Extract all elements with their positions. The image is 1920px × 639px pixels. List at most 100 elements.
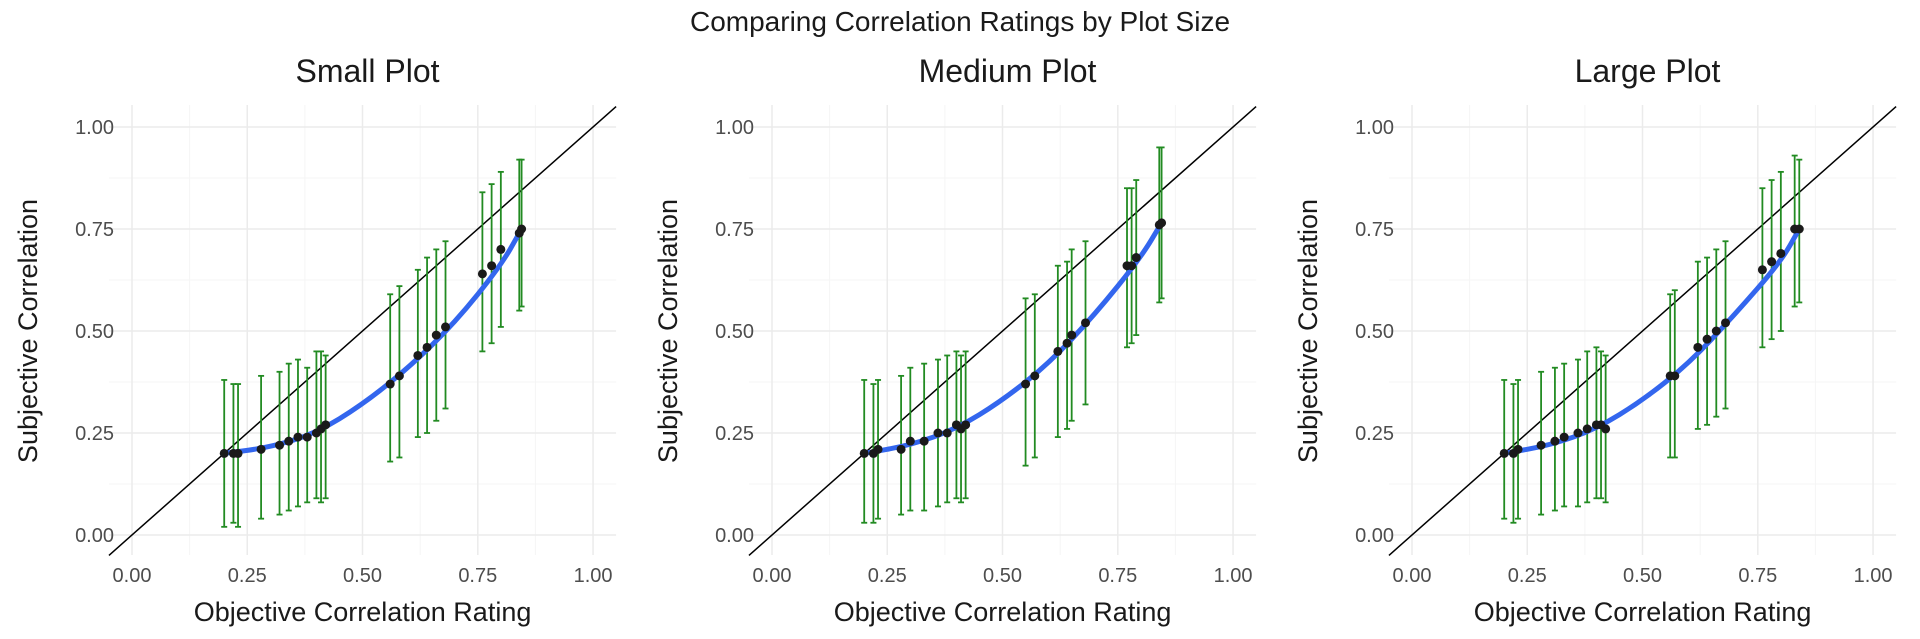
data-point: [1776, 248, 1786, 258]
data-point: [859, 448, 869, 458]
data-point: [1513, 444, 1523, 454]
panel-3: Large Plot 0.00 0.25 0.50 0.75 1.00 0.00 0.25 0.…: [1293, 53, 1897, 627]
y-tick-label: 0.75: [1355, 219, 1394, 241]
data-point: [1021, 379, 1031, 389]
x-tick-label: 0.50: [343, 565, 382, 587]
data-point: [1757, 265, 1767, 275]
data-point: [275, 440, 285, 450]
y-tick-label: 0.00: [715, 525, 754, 547]
data-point: [293, 432, 303, 442]
x-tick-label: 0.75: [1738, 565, 1777, 587]
smooth-line: [861, 220, 1165, 456]
x-tick-label: 0.50: [983, 565, 1022, 587]
y-tick-label: 1.00: [1355, 117, 1394, 139]
x-tick-label: 1.00: [574, 565, 613, 587]
x-tick-label: 0.25: [868, 565, 907, 587]
panel-title: Small Plot: [295, 53, 439, 89]
data-point: [284, 436, 294, 446]
figure-title: Comparing Correlation Ratings by Plot Si…: [689, 6, 1231, 37]
data-point: [1157, 218, 1167, 228]
data-point: [219, 448, 229, 458]
y-tick-label: 0.00: [1355, 525, 1394, 547]
data-point: [477, 269, 487, 279]
y-tick-label: 0.50: [715, 321, 754, 343]
data-point: [1601, 424, 1611, 434]
data-point: [1711, 326, 1721, 336]
data-point: [1582, 424, 1592, 434]
data-point: [1693, 342, 1703, 352]
x-tick-label: 0.00: [753, 565, 792, 587]
data-point: [487, 261, 497, 271]
data-point: [933, 428, 943, 438]
smooth-line: [1501, 226, 1802, 456]
data-point: [919, 436, 929, 446]
x-tick-label: 0.75: [458, 565, 497, 587]
data-point: [1794, 224, 1804, 234]
identity-line: [748, 106, 1257, 556]
x-tick-label: 0.25: [1508, 565, 1547, 587]
x-tick-label: 0.50: [1623, 565, 1662, 587]
y-tick-label: 1.00: [715, 117, 754, 139]
x-tick-label: 1.00: [1854, 565, 1893, 587]
y-tick-label: 0.50: [75, 321, 114, 343]
data-point: [496, 244, 506, 254]
data-point: [302, 432, 312, 442]
data-point: [394, 371, 404, 381]
panel-1: Small Plot 0.00 0.25 0.50 0.75 1.00 0.00 0.25 0.…: [13, 53, 617, 627]
data-point: [441, 322, 451, 332]
data-point: [1030, 371, 1040, 381]
data-point: [1053, 346, 1063, 356]
x-tick-label: 0.25: [228, 565, 267, 587]
y-tick-label: 0.75: [75, 219, 114, 241]
x-tick-label: 0.75: [1098, 565, 1137, 587]
data-point: [1721, 318, 1731, 328]
data-point: [321, 420, 331, 430]
data-point: [1067, 330, 1077, 340]
data-point: [1062, 338, 1072, 348]
y-tick-label: 1.00: [75, 117, 114, 139]
x-tick-label: 0.00: [1393, 565, 1432, 587]
y-tick-label: 0.25: [75, 423, 114, 445]
data-point: [256, 444, 266, 454]
panel-2: Medium Plot 0.00 0.25 0.50 0.75 1.00 0.00 0.25 0…: [653, 53, 1257, 627]
y-axis-label: Subjective Correlation: [13, 199, 43, 463]
data-point: [1081, 318, 1091, 328]
data-point: [517, 224, 527, 234]
x-axis-label: Objective Correlation Rating: [194, 597, 532, 627]
data-point: [873, 444, 883, 454]
data-point: [1767, 257, 1777, 267]
data-point: [896, 444, 906, 454]
x-tick-label: 0.00: [113, 565, 152, 587]
data-point: [1550, 436, 1560, 446]
data-point: [422, 342, 432, 352]
panel-title: Medium Plot: [919, 53, 1097, 89]
data-point: [1573, 428, 1583, 438]
panel-title: Large Plot: [1575, 53, 1721, 89]
data-point: [385, 379, 395, 389]
data-point: [1536, 440, 1546, 450]
y-axis-label: Subjective Correlation: [1293, 199, 1323, 463]
x-axis-label: Objective Correlation Rating: [834, 597, 1172, 627]
data-point: [431, 330, 441, 340]
data-point: [1702, 334, 1712, 344]
data-point: [905, 436, 915, 446]
data-point: [1131, 253, 1141, 263]
data-point: [1670, 371, 1680, 381]
y-tick-label: 0.50: [1355, 321, 1394, 343]
data-point: [1499, 448, 1509, 458]
x-axis-label: Objective Correlation Rating: [1474, 597, 1812, 627]
smooth-line: [221, 226, 525, 456]
data-point: [961, 420, 971, 430]
data-point: [942, 428, 952, 438]
data-point: [1127, 261, 1137, 271]
y-tick-label: 0.75: [715, 219, 754, 241]
x-tick-label: 1.00: [1214, 565, 1253, 587]
y-tick-label: 0.25: [715, 423, 754, 445]
data-point: [233, 448, 243, 458]
y-axis-label: Subjective Correlation: [653, 199, 683, 463]
data-point: [1559, 432, 1569, 442]
data-point: [413, 350, 423, 360]
identity-line: [108, 106, 617, 556]
